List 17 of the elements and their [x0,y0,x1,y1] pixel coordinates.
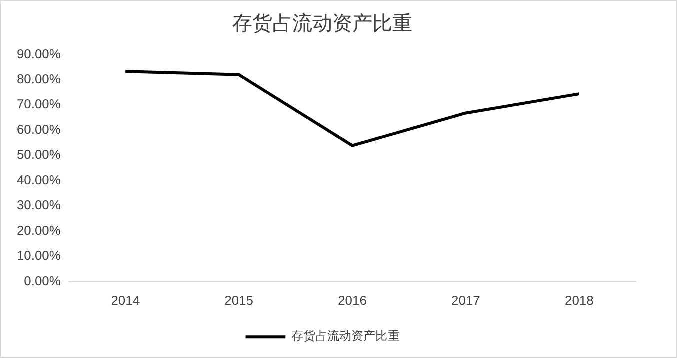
y-tick-label: 90.00% [16,46,62,62]
y-tick-label: 40.00% [16,172,62,188]
y-tick-label: 80.00% [16,72,62,86]
y-tick-label: 60.00% [16,122,62,137]
x-tick-label: 2016 [338,293,367,308]
legend-label: 存货占流动资产比重 [292,329,400,344]
y-tick-label: 0.00% [24,273,62,288]
y-tick-label: 20.00% [16,222,62,238]
y-tick-label: 50.00% [16,147,62,162]
y-tick-label: 10.00% [16,248,62,264]
x-tick-label: 2018 [564,293,594,308]
x-tick-label: 2015 [224,293,254,308]
y-tick-label: 70.00% [16,96,62,112]
x-tick-label: 2017 [452,293,480,308]
chart-title: 存货占流动资产比重 [232,12,413,36]
y-tick-label: 30.00% [16,198,62,213]
x-tick-label: 2014 [111,293,140,308]
